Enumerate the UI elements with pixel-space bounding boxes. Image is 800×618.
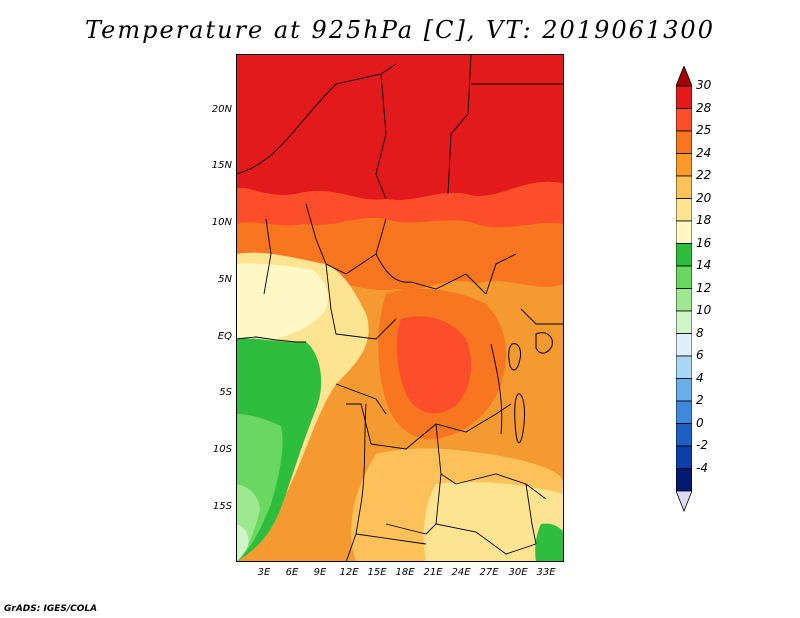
temp-zone-28 (236, 54, 564, 201)
colorbar-segment (676, 400, 692, 424)
colorbar-min-triangle (676, 490, 692, 513)
lat-tick-label: EQ (217, 331, 232, 342)
lake-outline (514, 393, 525, 444)
colorbar-segment (676, 333, 692, 357)
colorbar-label: -4 (696, 460, 708, 475)
colorbar-label: 30 (696, 78, 712, 92)
colorbar-segment (676, 108, 692, 132)
lon-tick-label: 24E (451, 567, 471, 578)
lon-tick-label: 6E (285, 567, 299, 578)
colorbar-max-triangle (676, 66, 692, 87)
temp-zone-central-26 (396, 316, 472, 414)
colorbar-label: 14 (696, 258, 712, 272)
lon-tick-label: 3E (257, 567, 271, 578)
temp-zone-26 (236, 181, 564, 228)
colorbar-label: 18 (696, 213, 712, 227)
map-canvas (236, 54, 564, 562)
colorbar-segment (676, 288, 692, 312)
colorbar-segment (676, 378, 692, 402)
colorbar-segment (676, 355, 692, 379)
colorbar-label: 22 (696, 168, 712, 182)
temp-zone-18 (236, 263, 328, 354)
colorbar-label: 24 (696, 145, 712, 160)
lon-tick-label: 33E (536, 567, 556, 578)
footer-credit: GrADS: IGES/COLA (4, 604, 98, 614)
colorbar-label: -2 (696, 438, 708, 452)
colorbar-label: 8 (696, 325, 704, 340)
colorbar-segment (676, 310, 692, 334)
colorbar-label: 2 (696, 393, 704, 407)
lon-tick-label: 18E (395, 567, 415, 578)
lon-tick-label: 21E (423, 567, 443, 578)
colorbar-segment (676, 243, 692, 267)
country-borders (236, 54, 564, 562)
colorbar-segment (676, 423, 692, 447)
colorbar-segment (676, 85, 692, 109)
lon-tick-label: 27E (479, 567, 499, 578)
colorbar-segment (676, 468, 692, 492)
colorbar-segment (676, 198, 692, 222)
temperature-map (236, 54, 564, 562)
lat-tick-label: 20N (211, 104, 232, 115)
temp-zone-10 (236, 524, 249, 562)
lake-outline (535, 332, 553, 354)
lat-tick-label: 5N (218, 274, 232, 285)
lat-tick-label: 5S (219, 387, 232, 398)
colorbar-label: 20 (696, 190, 712, 205)
lon-tick-label: 30E (508, 567, 528, 578)
colorbar (676, 66, 692, 513)
temp-zone-east-16 (535, 523, 564, 562)
lon-tick-label: 9E (313, 567, 327, 578)
lat-tick-label: 15N (211, 160, 232, 171)
colorbar-label: 4 (696, 370, 704, 385)
lat-tick-label: 15S (212, 501, 232, 512)
lat-tick-label: 10S (212, 444, 232, 455)
colorbar-label: 25 (696, 123, 712, 137)
lat-tick-label: 10N (211, 217, 232, 228)
colorbar-label: 28 (696, 100, 712, 115)
lon-tick-label: 12E (339, 567, 359, 578)
map-frame (236, 54, 564, 562)
colorbar-segment (676, 175, 692, 199)
colorbar-label: 0 (696, 415, 704, 430)
colorbar-segment (676, 445, 692, 469)
colorbar-label: 6 (696, 348, 704, 362)
colorbar-segment (676, 220, 692, 244)
colorbar-label: 10 (696, 303, 712, 317)
lake-outline (508, 343, 521, 371)
map-title: Temperature at 925hPa [C], VT: 201906130… (85, 16, 715, 44)
colorbar-segment (676, 265, 692, 289)
lon-tick-label: 15E (367, 567, 387, 578)
colorbar-segment (676, 153, 692, 177)
colorbar-segment (676, 130, 692, 154)
colorbar-label: 12 (696, 280, 712, 295)
colorbar-label: 16 (696, 235, 712, 250)
